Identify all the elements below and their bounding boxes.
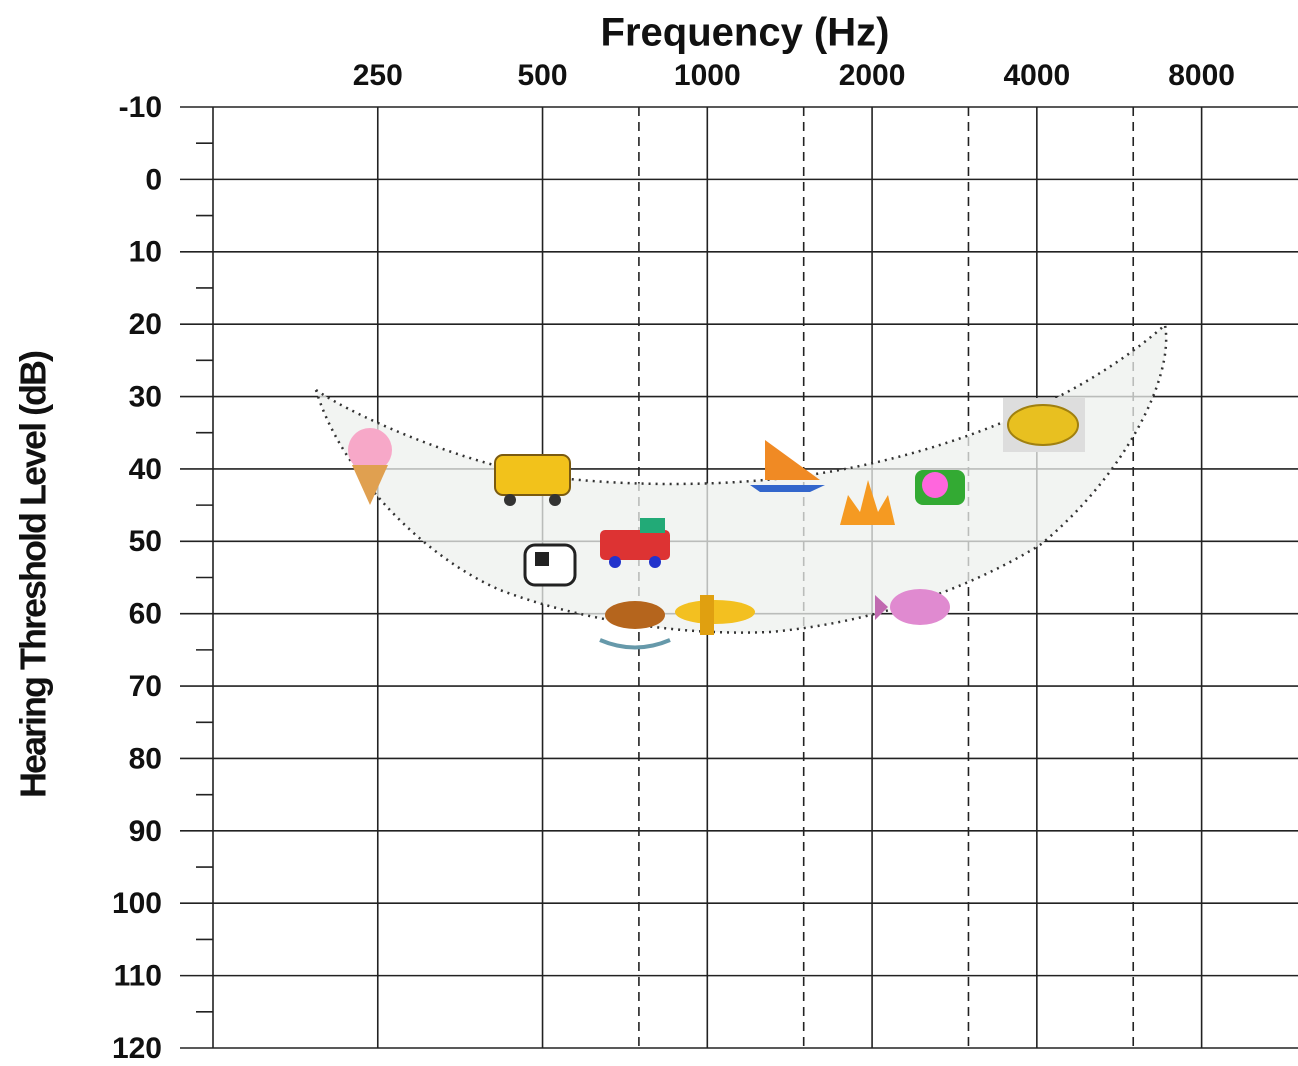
crown-icon (840, 480, 895, 525)
y-tick-label: 110 (114, 960, 162, 993)
y-axis-label: Hearing Threshold Level (dB) (13, 351, 54, 798)
fish-icon (875, 589, 950, 625)
x-tick-label: 500 (518, 59, 568, 92)
y-tick-label: -10 (119, 91, 162, 124)
airplane-icon (675, 595, 755, 635)
y-tick-label: 10 (129, 236, 162, 269)
y-tick-label: 60 (129, 598, 162, 631)
rocking-horse-icon (599, 601, 671, 650)
y-tick-label: 100 (112, 887, 162, 920)
y-tick-label: 90 (129, 815, 162, 848)
coins-icon (1003, 398, 1085, 452)
x-tick-label: 1000 (674, 59, 741, 92)
x-tick-label: 8000 (1168, 59, 1235, 92)
cow-icon (523, 543, 577, 587)
speech-banana (313, 322, 1168, 634)
y-tick-label: 0 (145, 163, 162, 196)
chart-title: Frequency (Hz) (601, 11, 890, 55)
bus-icon (494, 454, 571, 506)
train-icon (600, 518, 670, 568)
ice-cream-icon (348, 428, 392, 505)
y-tick-label: 70 (129, 670, 162, 703)
y-tick-label: 20 (129, 308, 162, 341)
x-tick-label: 4000 (1003, 59, 1070, 92)
x-tick-label: 250 (353, 59, 403, 92)
x-tick-label: 2000 (839, 59, 906, 92)
y-tick-label: 120 (112, 1032, 162, 1065)
y-tick-label: 30 (129, 380, 162, 413)
y-tick-label: 80 (129, 742, 162, 775)
watch-icon (915, 470, 965, 505)
sailboat-icon (750, 440, 825, 492)
y-tick-label: 40 (129, 453, 162, 486)
y-tick-label: 50 (129, 525, 162, 558)
